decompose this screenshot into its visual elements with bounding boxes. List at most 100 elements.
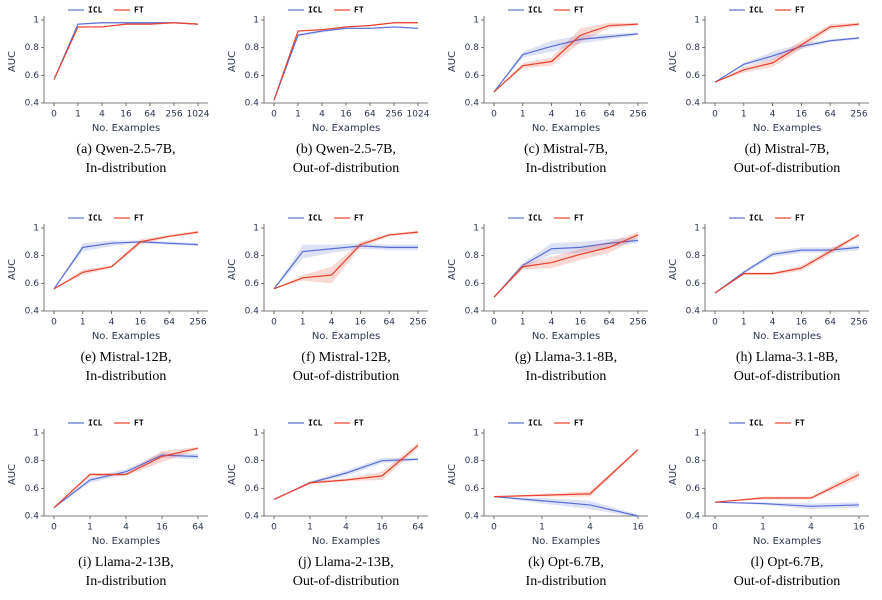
x-tick-label: 4: [770, 318, 776, 328]
y-tick-label: 0.6: [25, 279, 40, 289]
series-line: [714, 23, 860, 83]
y-axis-label: AUC: [7, 464, 18, 485]
caption: Out-of-distribution: [293, 574, 400, 589]
y-axis-label: AUC: [227, 464, 238, 485]
series-line: [493, 496, 639, 517]
x-tick-label: 0: [712, 523, 718, 533]
x-tick-label: 64: [144, 110, 156, 120]
series-line: [53, 22, 199, 80]
caption: (h) Llama-3.1-8B,: [736, 350, 838, 365]
y-tick-label: 0.8: [25, 456, 40, 466]
x-tick-label: 64: [364, 110, 376, 120]
y-tick-label: 0.8: [465, 251, 480, 261]
caption: (d) Mistral-7B,: [745, 142, 830, 157]
y-tick-label: 1: [473, 16, 479, 26]
confidence-band: [274, 243, 418, 289]
x-tick-label: 256: [165, 110, 182, 120]
legend-label: ICL: [88, 6, 103, 15]
x-tick-label: 4: [99, 110, 105, 120]
y-tick-label: 0.8: [25, 251, 40, 261]
series-line: [53, 231, 199, 290]
y-tick-label: 1: [694, 429, 700, 439]
panel: 0.4 0.6 0.8 1 0 1 4 16 AUC No. Examples (k) Opt-6.…: [447, 419, 648, 589]
x-tick-label: 256: [629, 318, 646, 328]
legend-label: ICL: [749, 214, 764, 223]
legend-label: FT: [795, 6, 805, 15]
caption: Out-of-distribution: [293, 161, 400, 176]
x-axis-label: No. Examples: [312, 123, 380, 134]
confidence-band: [494, 448, 638, 497]
y-axis-label: AUC: [668, 51, 679, 72]
caption: (b) Qwen-2.5-7B,: [296, 142, 396, 157]
caption: Out-of-distribution: [734, 369, 841, 384]
y-axis-label: AUC: [668, 259, 679, 280]
legend-label: FT: [134, 6, 144, 15]
legend-label: FT: [795, 419, 805, 428]
x-axis-label: No. Examples: [312, 536, 380, 547]
x-tick-label: 256: [189, 318, 206, 328]
legend-label: ICL: [308, 6, 323, 15]
x-tick-label: 64: [383, 318, 395, 328]
caption: In-distribution: [526, 161, 607, 176]
series-line: [493, 234, 639, 298]
series-line: [493, 33, 639, 93]
y-tick-label: 1: [694, 16, 700, 26]
x-tick-label: 1: [741, 110, 747, 120]
legend-label: ICL: [749, 6, 764, 15]
y-tick-label: 0.4: [465, 512, 480, 522]
series-line: [493, 449, 639, 498]
y-tick-label: 0.6: [25, 71, 40, 81]
y-axis-label: AUC: [447, 259, 458, 280]
confidence-band: [54, 452, 198, 508]
caption: (a) Qwen-2.5-7B,: [76, 142, 175, 157]
y-tick-label: 0.6: [245, 71, 260, 81]
y-tick-label: 1: [473, 429, 479, 439]
x-tick-label: 64: [412, 523, 424, 533]
y-tick-label: 0.8: [465, 43, 480, 53]
y-tick-label: 0.6: [686, 279, 701, 289]
confidence-band: [274, 442, 418, 500]
x-tick-label: 16: [796, 318, 808, 328]
legend-label: FT: [795, 214, 805, 223]
y-tick-label: 0.6: [245, 484, 260, 494]
panel: 0.4 0.6 0.8 1 0 1 4 16 64 256 AUC No. Examples (g) L…: [447, 214, 648, 384]
x-tick-label: 0: [271, 318, 277, 328]
confidence-band: [715, 470, 859, 503]
x-tick-label: 64: [824, 318, 836, 328]
y-tick-label: 0.6: [465, 484, 480, 494]
panel: 0.4 0.6 0.8 1 0 1 4 16 64 256 1024 AUC No. Examples (…: [7, 6, 210, 177]
y-tick-label: 0.4: [25, 512, 40, 522]
x-tick-label: 16: [853, 523, 865, 533]
x-tick-label: 16: [156, 523, 168, 533]
confidence-band: [715, 233, 859, 294]
y-tick-label: 0.4: [25, 99, 40, 109]
x-tick-label: 256: [409, 318, 426, 328]
legend-label: ICL: [308, 419, 323, 428]
legend-label: FT: [354, 419, 364, 428]
caption: In-distribution: [526, 369, 607, 384]
y-tick-label: 1: [253, 16, 259, 26]
x-tick-label: 4: [808, 523, 814, 533]
x-tick-label: 0: [51, 523, 57, 533]
series-line: [714, 37, 860, 83]
series-line: [273, 26, 419, 101]
x-tick-label: 16: [120, 110, 132, 120]
caption: (j) Llama-2-13B,: [298, 555, 394, 570]
series-line: [493, 23, 639, 93]
panel: 0.4 0.6 0.8 1 0 1 4 16 64 256 AUC No. Examples (h) L…: [668, 214, 869, 384]
x-tick-label: 4: [123, 523, 129, 533]
series-line: [714, 234, 860, 294]
y-tick-label: 0.4: [686, 512, 701, 522]
x-axis-label: No. Examples: [532, 331, 600, 342]
x-tick-label: 1: [760, 523, 766, 533]
y-tick-label: 0.8: [245, 456, 260, 466]
series-line: [714, 246, 860, 294]
y-tick-label: 0.4: [25, 307, 40, 317]
y-tick-label: 1: [694, 224, 700, 234]
x-tick-label: 16: [575, 318, 587, 328]
y-tick-label: 0.8: [245, 43, 260, 53]
confidence-band: [715, 22, 859, 83]
y-tick-label: 0.4: [245, 307, 260, 317]
y-tick-label: 0.6: [465, 71, 480, 81]
x-tick-label: 0: [491, 318, 497, 328]
